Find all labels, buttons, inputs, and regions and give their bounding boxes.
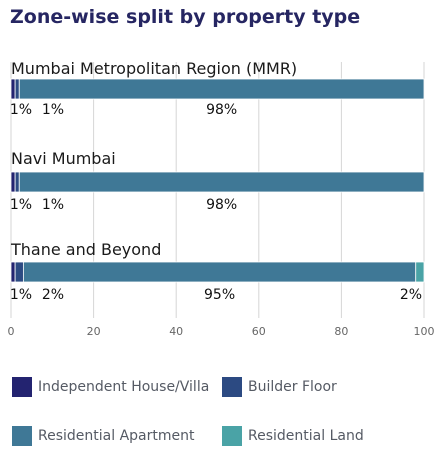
data-label: 95%: [204, 287, 235, 303]
bars: [10, 78, 425, 283]
category-label: Navi Mumbai: [11, 149, 116, 168]
data-label: 2%: [42, 287, 64, 303]
legend-label: Independent House/Villa: [38, 379, 210, 395]
bar-segment[interactable]: [10, 78, 16, 100]
bar-segment[interactable]: [18, 78, 425, 100]
bar-segment[interactable]: [22, 261, 417, 283]
bar-segment[interactable]: [14, 78, 20, 100]
labels: Mumbai Metropolitan Region (MMR) 1% 1% 98% N…: [10, 59, 422, 303]
legend-label: Builder Floor: [248, 379, 337, 395]
data-label: 1%: [10, 102, 32, 118]
bar-segment[interactable]: [14, 171, 20, 193]
data-label: 98%: [206, 197, 237, 213]
legend-swatch: [12, 377, 32, 397]
bar-segment[interactable]: [415, 261, 425, 283]
x-tick-label: 40: [169, 325, 183, 338]
bar-segment[interactable]: [10, 261, 16, 283]
bar-segment[interactable]: [18, 171, 425, 193]
category-label: Mumbai Metropolitan Region (MMR): [11, 59, 297, 78]
legend-swatch: [222, 426, 242, 446]
legend-label: Residential Apartment: [38, 428, 195, 444]
bar-segment[interactable]: [10, 171, 16, 193]
legend-item-residential-land[interactable]: Residential Land: [222, 426, 364, 446]
legend-item-independent-house[interactable]: Independent House/Villa: [12, 377, 209, 397]
data-label: 98%: [206, 102, 237, 118]
stacked-bar-chart: Mumbai Metropolitan Region (MMR) 1% 1% 98% N…: [8, 59, 435, 338]
legend-item-residential-apartment[interactable]: Residential Apartment: [12, 426, 194, 446]
x-tick-label: 20: [87, 325, 101, 338]
x-axis: 0 20 40 60 80 100: [8, 325, 435, 338]
x-tick-label: 0: [8, 325, 15, 338]
legend-swatch: [12, 426, 32, 446]
bar-segment[interactable]: [14, 261, 24, 283]
data-label: 1%: [10, 197, 32, 213]
legend-item-builder-floor[interactable]: Builder Floor: [222, 377, 337, 397]
x-tick-label: 100: [414, 325, 435, 338]
chart-title: Zone-wise split by property type: [10, 6, 361, 28]
x-tick-label: 60: [252, 325, 266, 338]
data-label: 1%: [10, 287, 32, 303]
x-tick-label: 80: [334, 325, 348, 338]
category-label: Thane and Beyond: [10, 240, 161, 259]
data-label: 2%: [400, 287, 422, 303]
legend-swatch: [222, 377, 242, 397]
data-label: 1%: [42, 197, 64, 213]
data-label: 1%: [42, 102, 64, 118]
legend-label: Residential Land: [248, 428, 364, 444]
